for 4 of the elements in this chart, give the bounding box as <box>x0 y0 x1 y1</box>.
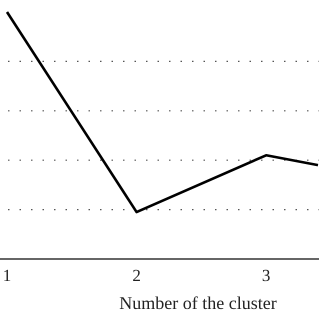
x-tick-label: 3 <box>262 266 270 285</box>
x-axis-title: Number of the cluster <box>119 293 277 313</box>
x-tick-label: 1 <box>2 266 12 285</box>
x-tick-label: 2 <box>132 266 141 285</box>
